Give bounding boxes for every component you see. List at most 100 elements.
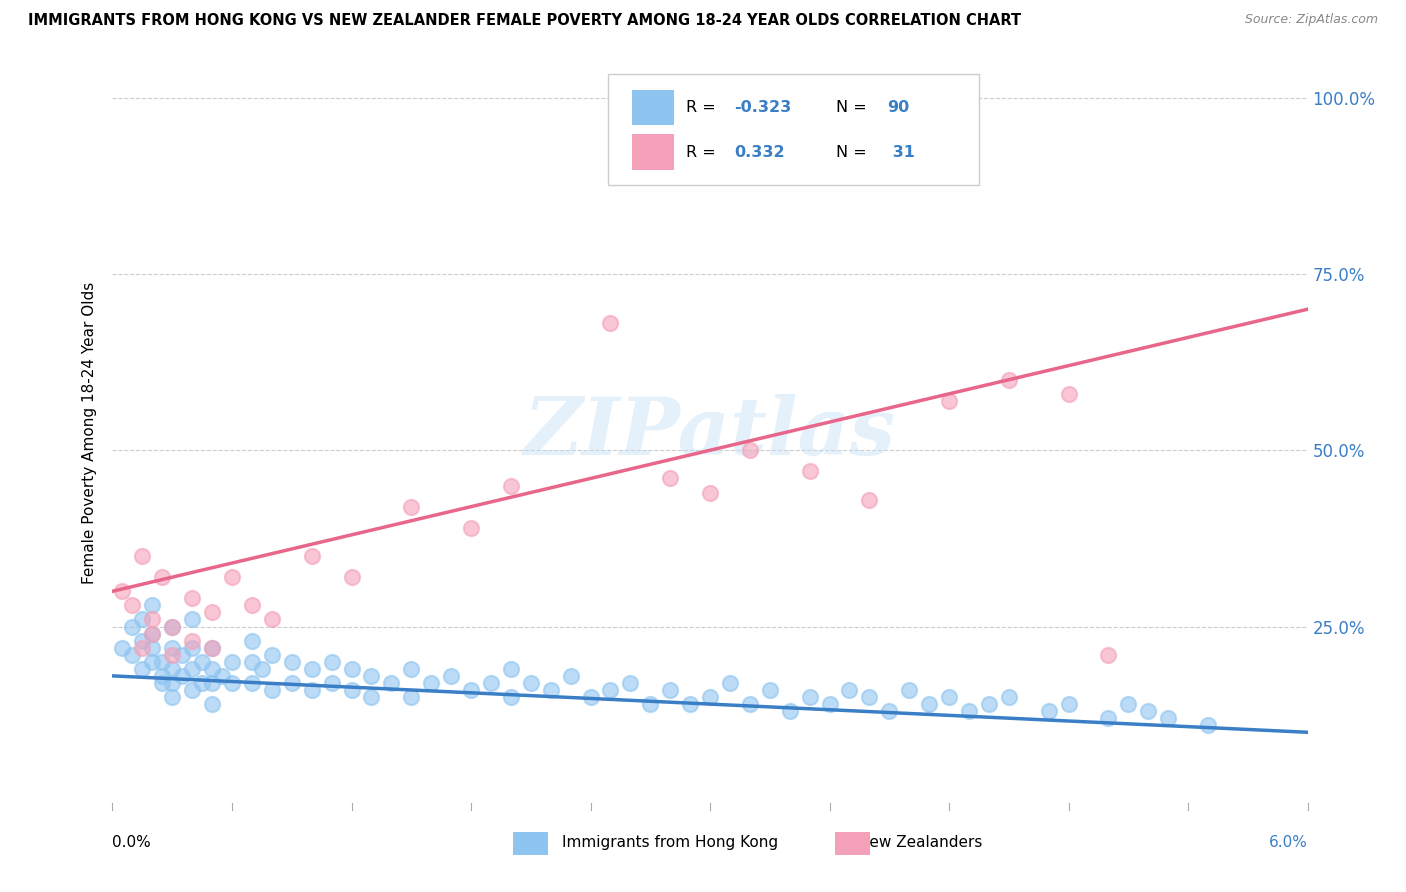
- Point: [998, 690, 1021, 704]
- Point: [301, 662, 323, 676]
- Point: [360, 669, 382, 683]
- Point: [211, 669, 233, 683]
- Point: [499, 662, 522, 676]
- Point: [301, 549, 323, 563]
- Point: [301, 683, 323, 698]
- Point: [191, 676, 214, 690]
- Point: [998, 373, 1021, 387]
- Point: [401, 662, 423, 676]
- FancyBboxPatch shape: [609, 73, 979, 185]
- Point: [201, 676, 224, 690]
- Text: Source: ZipAtlas.com: Source: ZipAtlas.com: [1244, 13, 1378, 27]
- Point: [479, 676, 502, 690]
- Point: [579, 690, 602, 704]
- Point: [340, 683, 363, 698]
- Point: [162, 648, 183, 662]
- Point: [201, 640, 224, 655]
- Point: [401, 500, 423, 514]
- Point: [141, 626, 163, 640]
- Point: [181, 591, 204, 606]
- Point: [150, 669, 173, 683]
- Point: [1057, 387, 1080, 401]
- Point: [121, 648, 143, 662]
- Point: [150, 655, 173, 669]
- Point: [858, 492, 880, 507]
- Point: [260, 683, 283, 698]
- Text: New Zealanders: New Zealanders: [858, 836, 981, 850]
- Point: [162, 619, 183, 633]
- Point: [141, 655, 163, 669]
- Point: [898, 683, 921, 698]
- Point: [977, 697, 1000, 711]
- Point: [1057, 697, 1080, 711]
- Text: 31: 31: [887, 145, 915, 160]
- Point: [181, 683, 204, 698]
- Point: [738, 443, 761, 458]
- Point: [162, 662, 183, 676]
- Point: [440, 669, 463, 683]
- Point: [499, 690, 522, 704]
- Point: [131, 633, 153, 648]
- Point: [599, 683, 621, 698]
- Point: [699, 485, 721, 500]
- Point: [957, 704, 980, 718]
- Point: [679, 697, 702, 711]
- Point: [141, 612, 163, 626]
- Point: [240, 633, 263, 648]
- Point: [150, 570, 173, 584]
- Point: [420, 676, 443, 690]
- Point: [640, 697, 662, 711]
- Point: [250, 662, 273, 676]
- Point: [162, 619, 183, 633]
- Point: [221, 570, 243, 584]
- Point: [799, 690, 821, 704]
- Point: [560, 669, 582, 683]
- Point: [619, 676, 641, 690]
- Point: [380, 676, 402, 690]
- Point: [321, 655, 343, 669]
- Point: [141, 640, 163, 655]
- Point: [111, 640, 134, 655]
- Point: [172, 669, 194, 683]
- Point: [131, 662, 153, 676]
- Point: [718, 676, 741, 690]
- Point: [111, 584, 134, 599]
- Point: [281, 655, 304, 669]
- Text: N =: N =: [835, 100, 872, 115]
- Text: IMMIGRANTS FROM HONG KONG VS NEW ZEALANDER FEMALE POVERTY AMONG 18-24 YEAR OLDS : IMMIGRANTS FROM HONG KONG VS NEW ZEALAND…: [28, 13, 1021, 29]
- Point: [162, 676, 183, 690]
- Point: [659, 683, 682, 698]
- Point: [1197, 718, 1219, 732]
- Point: [141, 599, 163, 613]
- Point: [131, 549, 153, 563]
- Point: [340, 570, 363, 584]
- Y-axis label: Female Poverty Among 18-24 Year Olds: Female Poverty Among 18-24 Year Olds: [82, 282, 97, 583]
- Point: [281, 676, 304, 690]
- Point: [181, 612, 204, 626]
- Point: [131, 612, 153, 626]
- Point: [181, 633, 204, 648]
- Text: Immigrants from Hong Kong: Immigrants from Hong Kong: [562, 836, 779, 850]
- Point: [221, 676, 243, 690]
- Point: [121, 619, 143, 633]
- Point: [181, 662, 204, 676]
- Point: [918, 697, 941, 711]
- Point: [540, 683, 562, 698]
- Point: [460, 683, 482, 698]
- Point: [240, 655, 263, 669]
- Text: ZIPatlas: ZIPatlas: [524, 394, 896, 471]
- Text: -0.323: -0.323: [734, 100, 792, 115]
- Point: [141, 626, 163, 640]
- Point: [360, 690, 382, 704]
- Point: [181, 640, 204, 655]
- Point: [499, 478, 522, 492]
- Point: [938, 393, 960, 408]
- Point: [221, 655, 243, 669]
- Point: [321, 676, 343, 690]
- Point: [818, 697, 841, 711]
- Point: [799, 464, 821, 478]
- Point: [162, 640, 183, 655]
- Point: [340, 662, 363, 676]
- Point: [260, 648, 283, 662]
- Text: N =: N =: [835, 145, 872, 160]
